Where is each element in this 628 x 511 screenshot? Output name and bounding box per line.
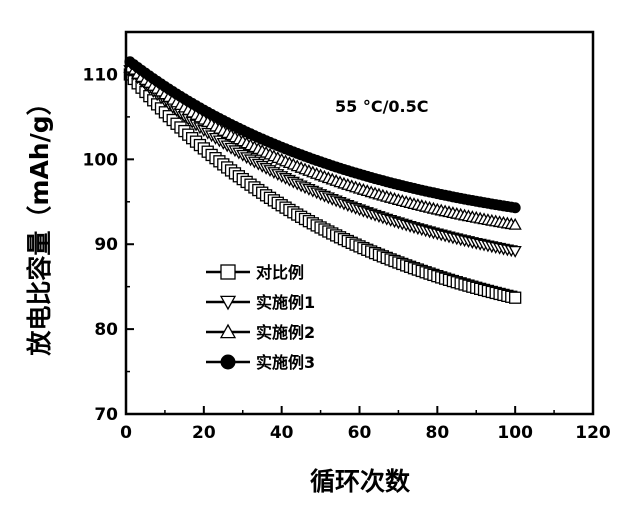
plot-frame [126,32,593,414]
x-tick-label: 80 [425,423,449,443]
annotation-text: 55 °C/0.5C [335,97,429,116]
legend-marker [221,355,235,369]
y-tick-label: 80 [94,320,118,340]
x-axis-title: 循环次数 [310,467,411,496]
series-3 [124,62,520,229]
legend-label: 实施例3 [256,353,315,372]
legend-label: 实施例2 [256,323,315,342]
legend-item: 实施例3 [206,353,315,372]
legend-marker [221,265,235,279]
y-axis-title: 放电比容量（mAh/g） [25,90,54,356]
legend-item: 实施例2 [206,323,315,342]
y-tick-label: 110 [83,65,119,85]
data-point [510,203,520,213]
x-tick-label: 20 [192,423,216,443]
legend-label: 对比例 [256,263,304,282]
plot-layer [124,57,520,303]
y-tick-label: 70 [94,405,118,425]
data-point [510,292,521,303]
x-tick-label: 100 [497,423,533,443]
x-tick-label: 40 [270,423,294,443]
legend-label: 实施例1 [256,293,315,312]
x-tick-label: 60 [348,423,372,443]
x-tick-label: 0 [120,423,132,443]
y-tick-label: 90 [94,235,118,255]
legend-item: 对比例 [206,263,304,282]
y-tick-label: 100 [83,150,119,170]
legend-item: 实施例1 [206,293,315,312]
legend: 对比例实施例1 实施例2 实施例3 [206,263,315,372]
x-tick-label: 120 [575,423,611,443]
